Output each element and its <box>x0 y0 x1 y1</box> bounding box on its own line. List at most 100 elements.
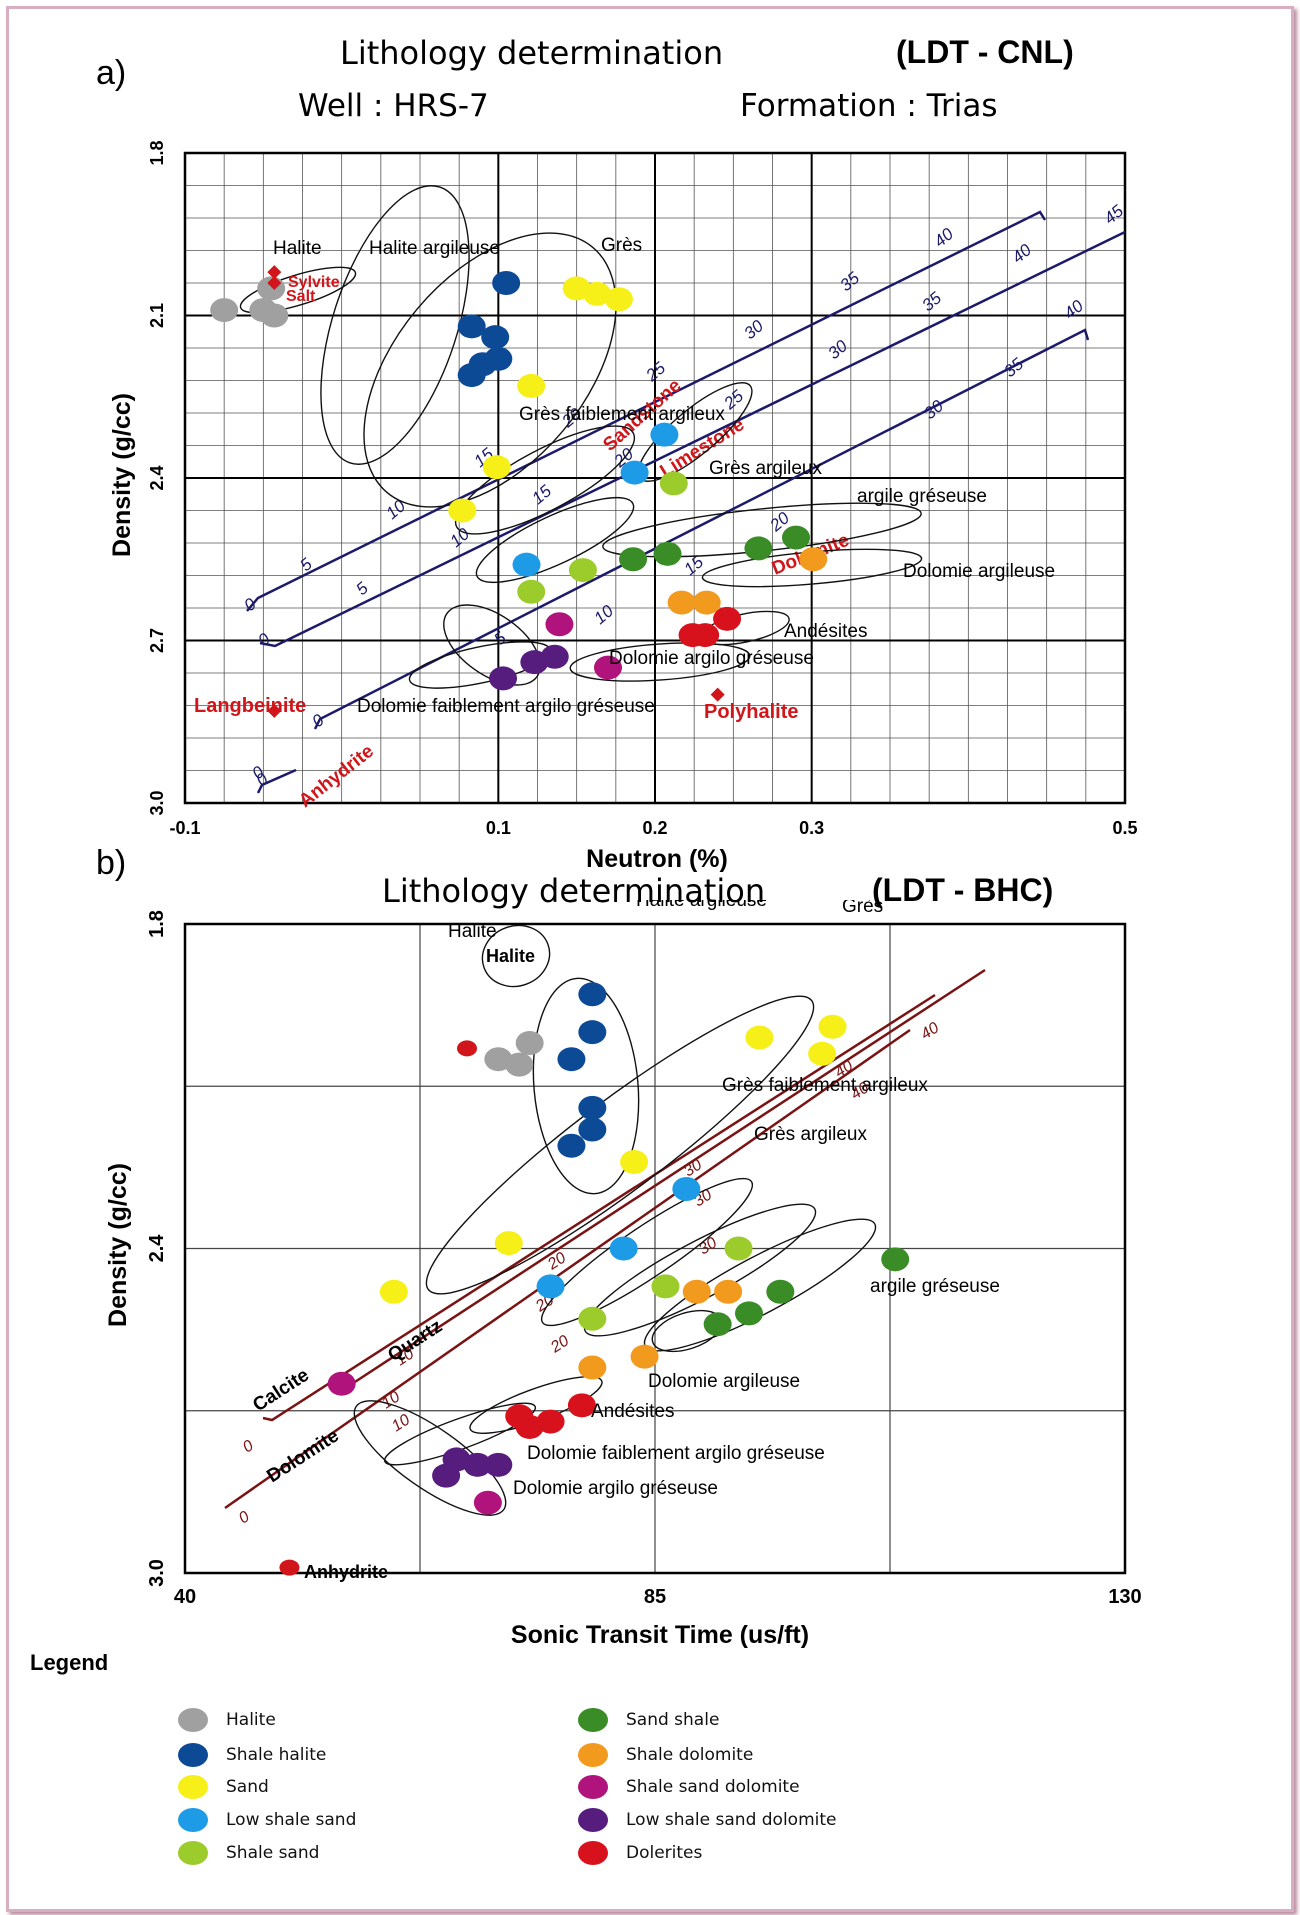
a-group-label: Dolomie faiblement argilo gréseuse <box>357 696 655 717</box>
legend-swatch <box>578 1841 608 1865</box>
a-xlabel: Neutron (%) <box>586 845 728 873</box>
a-group-label: Grès <box>601 235 642 256</box>
b-x-tick-label: 130 <box>1108 1586 1141 1608</box>
legend-item-shale-sand: Shale sand <box>178 1838 319 1868</box>
a-plot-border <box>183 151 1127 805</box>
a-y-tick-label: 2.4 <box>147 465 167 490</box>
a-group-ellipse <box>363 232 617 508</box>
a-group-label: Dolomie argileuse <box>903 561 1055 582</box>
a-x-tick-label: 0.2 <box>642 818 667 838</box>
b-point-shale-sand-dolomite <box>327 1371 356 1396</box>
legend-label: Halite <box>226 1710 276 1730</box>
b-point-sand <box>379 1279 408 1304</box>
b-dolomite-line <box>224 1028 911 1510</box>
b-point-low-shale-sand <box>672 1177 701 1202</box>
panel-b-label: b) <box>96 844 127 882</box>
b-point-sand-shale <box>766 1279 795 1304</box>
a-x-tick-label: 0.1 <box>486 818 511 838</box>
legend-label: Shale sand dolomite <box>626 1777 800 1797</box>
a-point-low-shale-sand <box>620 460 649 485</box>
legend-swatch <box>578 1708 608 1732</box>
a-y-tick-label: 2.1 <box>147 303 167 328</box>
a-point-shale-sand-dolomite <box>545 612 574 637</box>
b-group-ellipse <box>540 1177 754 1327</box>
a-point-dolerites <box>691 623 720 648</box>
b-group-ellipse <box>481 924 551 988</box>
a-mineral-marker <box>710 687 725 702</box>
panel-a-title: Lithology determination <box>340 34 724 72</box>
a-line-scale-label: 0 <box>308 710 328 731</box>
b-point-low-shale-sand-dolomite <box>463 1452 492 1477</box>
a-line-scale-label: 40 <box>930 224 957 251</box>
b-mineral-label: Anhydrite <box>304 1562 388 1582</box>
b-line-scale-label: 10 <box>379 1388 403 1412</box>
legend-item-dolerites: Dolerites <box>578 1838 702 1868</box>
b-point-low-shale-sand-dolomite <box>432 1463 461 1488</box>
b-point-sand-shale <box>881 1247 910 1272</box>
b-quartz-line <box>337 968 986 1395</box>
b-point-dolerites <box>536 1409 565 1434</box>
b-point-shale-sand <box>578 1306 607 1331</box>
a-mineral-label: Salt <box>286 288 316 305</box>
b-point-sand <box>620 1149 649 1174</box>
b-point-dolerites <box>567 1393 596 1418</box>
b-line-scale-label: 0 <box>240 1437 257 1456</box>
a-line-scale-label: 5 <box>352 578 372 599</box>
b-calcite-line <box>262 993 936 1422</box>
b-x-tick-label: 85 <box>644 1586 666 1608</box>
a-group-ellipse <box>320 185 470 465</box>
b-group-label: Dolomie argilo gréseuse <box>513 1478 718 1499</box>
b-point-sand <box>818 1014 847 1039</box>
a-group-label: Halite argileuse <box>369 238 500 259</box>
b-point-sand-shale <box>703 1312 732 1337</box>
a-point-shale-dolomite <box>799 547 828 572</box>
a-x-tick-label: 0.5 <box>1112 818 1137 838</box>
b-point-shale-halite <box>557 1133 586 1158</box>
panel-b-tag: (LDT - BHC) <box>872 872 1054 908</box>
b-matrix-line-label: Calcite <box>249 1365 313 1417</box>
legend-item-shale-dolomite: Shale dolomite <box>578 1740 753 1770</box>
b-group-label: Halite <box>448 921 497 942</box>
a-group-ellipse <box>454 425 636 535</box>
legend-item-halite: Halite <box>178 1705 276 1735</box>
legend-label: Shale halite <box>226 1745 327 1765</box>
a-dolomite-line <box>313 328 1090 730</box>
b-plot-border <box>183 922 1127 1575</box>
b-xlabel: Sonic Transit Time (us/ft) <box>511 1621 809 1649</box>
b-group-label: Grès faiblement argileux <box>722 1075 928 1096</box>
a-anhydrite-line <box>256 768 297 794</box>
a-mineral-label: Sylvite <box>288 274 340 291</box>
legend-item-low-shale-sand-dolomite: Low shale sand dolomite <box>578 1805 836 1835</box>
a-y-tick-label: 3.0 <box>147 790 167 815</box>
well-label: Well : HRS-7 <box>298 88 489 124</box>
legend-label: Dolerites <box>626 1843 703 1863</box>
legend-swatch <box>578 1743 608 1767</box>
a-point-dolerites <box>713 606 742 631</box>
a-matrix-line-label: Anhydrite <box>295 741 378 812</box>
legend-label: Low shale sand dolomite <box>626 1810 837 1830</box>
legend-item-shale-sand-dolomite: Shale sand dolomite <box>578 1772 800 1802</box>
a-group-label: Grès faiblement argileux <box>519 404 725 425</box>
a-group-label: argile gréseuse <box>857 486 987 507</box>
a-mineral-marker <box>267 265 282 280</box>
b-x-tick-label: 40 <box>174 1586 196 1608</box>
b-group-label: argile gréseuse <box>870 1276 1000 1297</box>
a-mineral-marker <box>267 703 282 718</box>
a-mineral-label: Polyhalite <box>704 701 798 723</box>
legend-item-shale-halite: Shale halite <box>178 1740 326 1770</box>
b-line-scale-label: 40 <box>918 1019 942 1043</box>
formation-label: Formation : Trias <box>740 88 998 124</box>
a-group-ellipse <box>239 266 357 314</box>
a-limestone-line <box>259 230 1126 648</box>
legend-label: Sand shale <box>626 1710 720 1730</box>
b-point-shale-dolomite <box>578 1355 607 1380</box>
b-group-label: Dolomie faiblement argilo gréseuse <box>527 1443 825 1464</box>
a-point-low-shale-sand <box>512 552 541 577</box>
a-point-low-shale-sand <box>650 422 679 447</box>
a-point-halite <box>260 303 289 328</box>
b-point-sand <box>494 1231 523 1256</box>
b-group-label: Andésites <box>591 1401 674 1422</box>
a-line-scale-label: 5 <box>490 628 510 649</box>
a-ylabel: Density (g/cc) <box>108 393 136 557</box>
